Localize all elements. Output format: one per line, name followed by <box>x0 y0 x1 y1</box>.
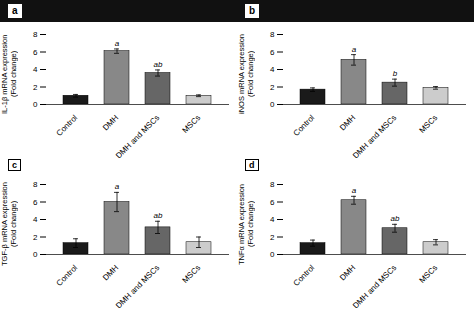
svg-text:8: 8 <box>270 30 275 39</box>
svg-text:4: 4 <box>270 65 275 74</box>
svg-text:2: 2 <box>33 233 38 242</box>
svg-text:8: 8 <box>33 180 38 189</box>
svg-text:b: b <box>393 69 398 78</box>
html-text:TGF-β mRNA expression (Fold ch: TGF-β mRNA expression (Fold change) <box>0 182 18 266</box>
svg-text:Control: Control <box>292 113 317 138</box>
svg-text:a: a <box>352 45 357 54</box>
svg-text:a: a <box>115 39 120 48</box>
svg-text:MSCs: MSCs <box>417 113 439 135</box>
svg-text:DMH: DMH <box>101 113 120 132</box>
svg-text:Control: Control <box>292 263 317 288</box>
svg-text:4: 4 <box>270 215 275 224</box>
svg-text:2: 2 <box>270 83 275 92</box>
svg-text:2: 2 <box>33 83 38 92</box>
svg-text:MSCs: MSCs <box>180 263 202 285</box>
svg-text:2: 2 <box>270 233 275 242</box>
svg-text:0: 0 <box>33 100 38 109</box>
html-text:c: c <box>12 160 17 170</box>
svg-text:MSCs: MSCs <box>417 263 439 285</box>
svg-text:6: 6 <box>33 198 38 207</box>
svg-text:6: 6 <box>33 48 38 57</box>
html-text:a: a <box>12 5 18 16</box>
svg-text:DMH and MSCs: DMH and MSCs <box>114 263 161 308</box>
svg-text:DMH and MSCs: DMH and MSCs <box>351 113 398 158</box>
svg-text:8: 8 <box>270 180 275 189</box>
svg-text:Control: Control <box>55 263 80 288</box>
svg-text:ab: ab <box>391 214 400 223</box>
svg-text:DMH: DMH <box>338 113 357 132</box>
svg-text:DMH: DMH <box>338 263 357 282</box>
svg-text:0: 0 <box>33 250 38 259</box>
svg-text:6: 6 <box>270 198 275 207</box>
svg-text:a: a <box>115 182 120 191</box>
svg-text:a: a <box>352 186 357 195</box>
svg-text:DMH and MSCs: DMH and MSCs <box>114 113 161 158</box>
svg-text:DMH and MSCs: DMH and MSCs <box>351 263 398 308</box>
svg-text:0: 0 <box>270 250 275 259</box>
html-text:b: b <box>249 5 256 16</box>
html-text:IL-1β mRNA expression (Fold ch: IL-1β mRNA expression (Fold change) <box>0 34 18 114</box>
html-text:d: d <box>249 160 255 170</box>
svg-text:4: 4 <box>33 65 38 74</box>
svg-text:8: 8 <box>33 30 38 39</box>
svg-text:4: 4 <box>33 215 38 224</box>
svg-text:MSCs: MSCs <box>180 113 202 135</box>
html-text:TNFα mRNA expression (Fold cha: TNFα mRNA expression (Fold change) <box>237 183 255 265</box>
svg-text:Control: Control <box>55 113 80 138</box>
svg-text:0: 0 <box>270 100 275 109</box>
svg-text:DMH: DMH <box>101 263 120 282</box>
svg-text:ab: ab <box>154 211 163 220</box>
svg-text:ab: ab <box>154 60 163 69</box>
html-text:iNOS mRNA expression (Fold cha: iNOS mRNA expression (Fold change) <box>237 34 255 114</box>
svg-text:6: 6 <box>270 48 275 57</box>
